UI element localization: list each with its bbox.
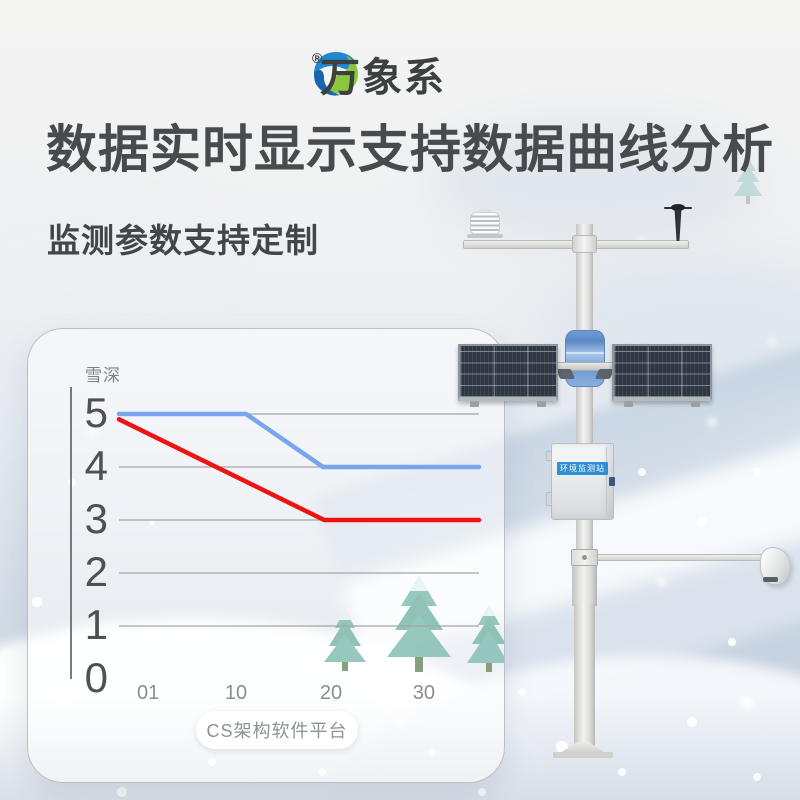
chart-tick-label: 0	[85, 654, 108, 701]
pole-sleeve	[572, 564, 597, 606]
pine-tree-icon	[734, 157, 762, 204]
chart-tick-label: 4	[85, 442, 108, 489]
radiation-shield-sensor	[470, 212, 500, 235]
caption-text: CS架构软件平台	[206, 721, 348, 741]
cabinet-label: 环境监测站	[560, 463, 605, 473]
chart-tick-label: 2	[85, 548, 108, 595]
y-axis-title: 雪深	[85, 366, 121, 385]
radiation-shield-plate	[467, 234, 503, 238]
arm-bolt	[582, 555, 587, 560]
pine-tree	[387, 576, 451, 672]
caption-pill: CS架构软件平台	[196, 711, 358, 749]
panel-foot	[470, 401, 479, 407]
globe-swirl-icon	[314, 52, 358, 96]
brand-logo: 万象系 ®	[312, 48, 512, 100]
solar-panel-right	[612, 344, 712, 401]
station-pole-lower	[574, 604, 595, 746]
pine-tree	[324, 609, 366, 671]
crossbar-collar	[572, 235, 597, 253]
battery-cylinder-band	[566, 352, 604, 354]
brand-name: 万象系	[320, 56, 446, 100]
wind-sensor-body	[674, 210, 682, 241]
chart-tick-label: 30	[413, 682, 435, 704]
page-title: 数据实时显示支持数据曲线分析	[46, 121, 775, 178]
snow-depth-sensor-slot	[763, 577, 778, 582]
registered-trademark: ®	[312, 50, 323, 66]
chart-tick-label: 3	[85, 495, 108, 542]
series-snow-depth-red	[116, 417, 482, 523]
sensor-arm	[592, 554, 764, 561]
cabinet-hinge	[546, 492, 552, 506]
pine-tree	[734, 157, 762, 204]
pole-base-plate	[553, 752, 613, 758]
control-cabinet	[551, 443, 614, 520]
panel-foot	[624, 401, 633, 407]
pine-trees	[324, 576, 504, 672]
chart-tick-label: 1	[85, 601, 108, 648]
pine-tree	[467, 605, 504, 672]
panel-foot	[537, 401, 546, 407]
chart-tick-label: 10	[225, 682, 247, 704]
page-subtitle: 监测参数支持定制	[47, 222, 319, 259]
panel-foot	[691, 401, 700, 407]
cabinet-door-seam	[606, 447, 607, 516]
series-snow-depth-blue	[116, 411, 482, 470]
chart-tick-label: 20	[320, 682, 342, 704]
solar-panel-left	[458, 344, 558, 401]
chart-card: 5 4 3 2 1 0 01 10 20 30 雪深 CS架构软件平台	[27, 328, 505, 783]
radiation-shield-cap	[478, 209, 492, 214]
snowflakes	[0, 0, 4, 4]
chart-tick-label: 5	[85, 389, 108, 436]
wind-sensor-head	[671, 204, 685, 211]
cabinet-name-strip: 环境监测站	[557, 462, 608, 475]
cabinet-latch	[609, 477, 615, 486]
cabinet-hinge	[546, 451, 552, 461]
chart-tick-label: 01	[137, 682, 159, 704]
